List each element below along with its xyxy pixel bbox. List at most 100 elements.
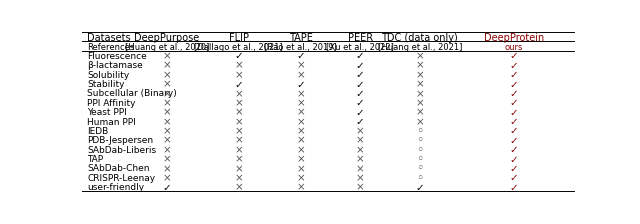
Text: ×: × [296, 145, 305, 155]
Text: TDC (data only): TDC (data only) [381, 33, 458, 43]
Text: ✓: ✓ [509, 80, 518, 90]
Text: ×: × [296, 164, 305, 174]
Text: ×: × [163, 117, 171, 127]
Text: ×: × [356, 126, 365, 136]
Text: ✓: ✓ [415, 183, 424, 193]
Text: ×: × [415, 117, 424, 127]
Text: ✓: ✓ [234, 80, 243, 90]
Text: ×: × [356, 173, 365, 183]
Text: ✓: ✓ [163, 183, 171, 193]
Text: ✓: ✓ [509, 145, 518, 155]
Text: [Huang et al., 2021]: [Huang et al., 2021] [378, 43, 462, 52]
Text: ✓: ✓ [356, 52, 365, 61]
Text: ×: × [356, 136, 365, 146]
Text: ×: × [234, 108, 243, 118]
Text: ×: × [296, 126, 305, 136]
Text: ×: × [296, 98, 305, 108]
Text: ×: × [163, 155, 171, 164]
Text: ×: × [163, 173, 171, 183]
Text: ×: × [296, 173, 305, 183]
Text: ◦: ◦ [416, 125, 424, 138]
Text: TAPE: TAPE [289, 33, 313, 43]
Text: ×: × [163, 145, 171, 155]
Text: SAbDab-Liberis: SAbDab-Liberis [88, 146, 157, 155]
Text: user-friendly: user-friendly [88, 183, 145, 192]
Text: ×: × [163, 126, 171, 136]
Text: ×: × [415, 108, 424, 118]
Text: DeepProtein: DeepProtein [484, 33, 544, 43]
Text: ×: × [163, 89, 171, 99]
Text: [Rao et al., 2019]: [Rao et al., 2019] [264, 43, 337, 52]
Text: ×: × [163, 61, 171, 71]
Text: ✓: ✓ [356, 80, 365, 90]
Text: ours: ours [505, 43, 523, 52]
Text: ×: × [296, 183, 305, 193]
Text: ×: × [234, 70, 243, 80]
Text: ✓: ✓ [509, 52, 518, 61]
Text: ×: × [234, 89, 243, 99]
Text: [Xu et al., 2022]: [Xu et al., 2022] [326, 43, 394, 52]
Text: ×: × [163, 164, 171, 174]
Text: ✓: ✓ [296, 80, 305, 90]
Text: ×: × [163, 52, 171, 61]
Text: ×: × [296, 136, 305, 146]
Text: ✓: ✓ [356, 61, 365, 71]
Text: Human PPI: Human PPI [88, 118, 136, 127]
Text: [Dallago et al., 2021]: [Dallago et al., 2021] [195, 43, 283, 52]
Text: FLIP: FLIP [228, 33, 249, 43]
Text: ◦: ◦ [416, 162, 424, 175]
Text: ✓: ✓ [234, 52, 243, 61]
Text: Subcellular (Binary): Subcellular (Binary) [88, 89, 177, 98]
Text: TAP: TAP [88, 155, 104, 164]
Text: ×: × [234, 98, 243, 108]
Text: ×: × [356, 164, 365, 174]
Text: PPI Affinity: PPI Affinity [88, 99, 136, 108]
Text: ✓: ✓ [509, 136, 518, 146]
Text: ✓: ✓ [509, 89, 518, 99]
Text: ×: × [356, 155, 365, 164]
Text: ✓: ✓ [356, 70, 365, 80]
Text: ×: × [234, 126, 243, 136]
Text: ×: × [234, 145, 243, 155]
Text: ✓: ✓ [509, 126, 518, 136]
Text: ×: × [356, 183, 365, 193]
Text: ×: × [296, 61, 305, 71]
Text: ×: × [163, 108, 171, 118]
Text: ×: × [234, 61, 243, 71]
Text: ✓: ✓ [509, 164, 518, 174]
Text: ◦: ◦ [416, 144, 424, 157]
Text: ×: × [415, 80, 424, 90]
Text: ×: × [415, 98, 424, 108]
Text: ✓: ✓ [356, 89, 365, 99]
Text: ✓: ✓ [509, 108, 518, 118]
Text: Datasets: Datasets [88, 33, 131, 43]
Text: ✓: ✓ [509, 70, 518, 80]
Text: ✓: ✓ [509, 117, 518, 127]
Text: Stability: Stability [88, 80, 125, 89]
Text: Solubility: Solubility [88, 71, 130, 80]
Text: PEER: PEER [348, 33, 373, 43]
Text: ×: × [296, 117, 305, 127]
Text: ✓: ✓ [296, 52, 305, 61]
Text: ×: × [163, 136, 171, 146]
Text: ✓: ✓ [509, 98, 518, 108]
Text: ✓: ✓ [356, 117, 365, 127]
Text: ×: × [234, 183, 243, 193]
Text: ×: × [296, 89, 305, 99]
Text: ×: × [234, 136, 243, 146]
Text: ◦: ◦ [416, 172, 424, 185]
Text: ◦: ◦ [416, 134, 424, 147]
Text: ◦: ◦ [416, 153, 424, 166]
Text: References: References [88, 43, 134, 52]
Text: ✓: ✓ [509, 155, 518, 164]
Text: ×: × [415, 70, 424, 80]
Text: ×: × [163, 98, 171, 108]
Text: ✓: ✓ [356, 98, 365, 108]
Text: ✓: ✓ [509, 61, 518, 71]
Text: ×: × [415, 61, 424, 71]
Text: ×: × [415, 52, 424, 61]
Text: SAbDab-Chen: SAbDab-Chen [88, 164, 150, 173]
Text: CRISPR-Leenay: CRISPR-Leenay [88, 174, 156, 183]
Text: [Huang et al., 2020]: [Huang et al., 2020] [125, 43, 209, 52]
Text: ×: × [234, 117, 243, 127]
